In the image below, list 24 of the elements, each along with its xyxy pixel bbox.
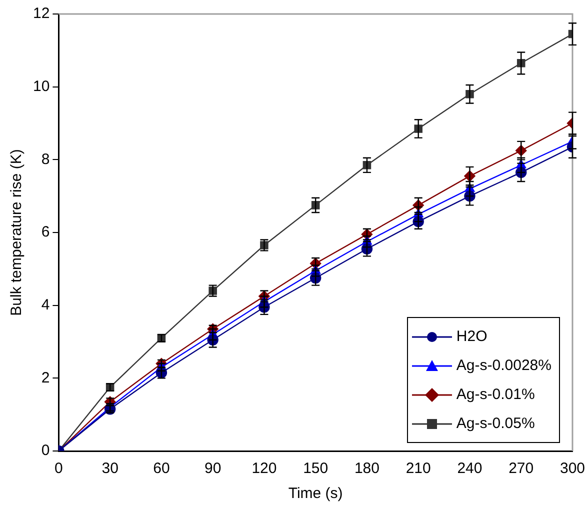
- x-tick-label: 30: [102, 460, 118, 478]
- y-tick-label: 2: [41, 369, 50, 386]
- y-axis-title: Bulk temperature rise (K): [8, 149, 26, 316]
- x-tick-label: 210: [406, 460, 431, 478]
- x-tick-label: 120: [252, 460, 277, 478]
- x-tick-label: 0: [54, 460, 63, 478]
- legend-label: Ag-s-0.01%: [456, 386, 535, 403]
- x-axis-title: Time (s): [288, 485, 343, 502]
- legend-label: Ag-s-0.05%: [456, 415, 535, 432]
- y-tick-label: 6: [41, 224, 50, 241]
- x-tick-label: 90: [204, 460, 222, 478]
- legend-label: Ag-s-0.0028%: [456, 357, 552, 374]
- y-tick-label: 12: [32, 5, 50, 22]
- x-tick-label: 150: [303, 460, 328, 478]
- x-tick-label: 60: [153, 460, 170, 478]
- y-tick-label: 10: [32, 78, 50, 95]
- x-tick-label: 300: [560, 460, 585, 478]
- y-tick-label: 8: [41, 150, 50, 168]
- x-tick-label: 240: [457, 460, 482, 478]
- legend-label: H2O: [456, 328, 488, 345]
- x-tick-label: 270: [508, 460, 534, 478]
- y-tick-label: 0: [41, 442, 50, 460]
- y-tick-label: 4: [41, 296, 50, 314]
- x-tick-label: 180: [354, 460, 380, 478]
